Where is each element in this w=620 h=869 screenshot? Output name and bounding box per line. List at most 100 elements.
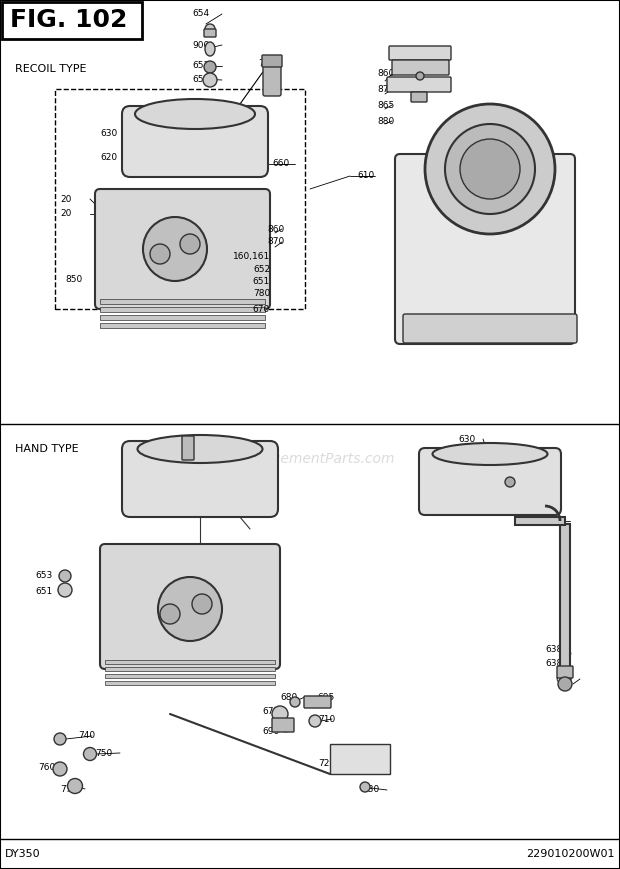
Text: 610: 610 <box>358 171 375 181</box>
Text: 651: 651 <box>253 276 270 286</box>
FancyBboxPatch shape <box>392 60 449 75</box>
FancyBboxPatch shape <box>100 544 280 669</box>
Bar <box>100 323 265 328</box>
FancyBboxPatch shape <box>557 666 573 678</box>
Circle shape <box>558 677 572 691</box>
Text: 720: 720 <box>318 760 335 768</box>
Text: 651: 651 <box>35 587 52 595</box>
Text: 20: 20 <box>60 209 71 218</box>
Text: 653: 653 <box>35 571 52 580</box>
FancyBboxPatch shape <box>263 64 281 96</box>
Circle shape <box>53 762 67 776</box>
FancyBboxPatch shape <box>395 154 575 344</box>
Bar <box>105 667 275 671</box>
Circle shape <box>360 782 370 792</box>
Circle shape <box>272 706 288 722</box>
Bar <box>100 315 265 320</box>
Ellipse shape <box>135 99 255 129</box>
Circle shape <box>84 747 97 760</box>
FancyBboxPatch shape <box>204 29 216 37</box>
Text: 652: 652 <box>253 264 270 274</box>
Ellipse shape <box>433 443 547 465</box>
Text: 638: 638 <box>545 645 562 653</box>
Circle shape <box>192 594 212 614</box>
FancyBboxPatch shape <box>262 55 282 67</box>
Text: 654: 654 <box>192 10 209 18</box>
FancyBboxPatch shape <box>389 46 451 60</box>
Bar <box>105 660 275 664</box>
Bar <box>2 2 142 39</box>
Circle shape <box>160 604 180 624</box>
Text: 880: 880 <box>378 116 395 125</box>
Circle shape <box>150 244 170 264</box>
FancyBboxPatch shape <box>122 106 268 177</box>
Text: 860: 860 <box>378 70 395 78</box>
Text: 730: 730 <box>362 786 379 794</box>
Circle shape <box>425 104 555 234</box>
Circle shape <box>203 73 217 87</box>
Circle shape <box>180 234 200 254</box>
Text: 160,161: 160,161 <box>232 251 270 261</box>
Ellipse shape <box>138 435 262 463</box>
Text: HAND TYPE: HAND TYPE <box>15 444 79 454</box>
Text: 710: 710 <box>317 714 335 724</box>
Text: 780: 780 <box>253 289 270 298</box>
FancyBboxPatch shape <box>182 436 194 460</box>
Bar <box>515 517 565 525</box>
Text: 700: 700 <box>258 58 275 68</box>
Circle shape <box>68 779 82 793</box>
Bar <box>105 674 275 678</box>
Text: 870: 870 <box>378 84 395 94</box>
Text: 510: 510 <box>513 169 530 178</box>
Text: 760: 760 <box>38 764 55 773</box>
Bar <box>55 89 305 309</box>
Circle shape <box>460 139 520 199</box>
Text: 635: 635 <box>513 465 530 474</box>
Circle shape <box>505 477 515 487</box>
Text: 620: 620 <box>100 152 117 162</box>
Text: 520: 520 <box>513 211 530 221</box>
Text: 830: 830 <box>138 449 155 459</box>
FancyBboxPatch shape <box>304 696 331 708</box>
Text: 20: 20 <box>60 195 71 203</box>
FancyBboxPatch shape <box>95 189 270 309</box>
Text: 630: 630 <box>458 434 476 443</box>
Circle shape <box>54 733 66 745</box>
FancyBboxPatch shape <box>419 448 561 515</box>
Text: 770: 770 <box>60 785 78 793</box>
Text: 638: 638 <box>545 660 562 668</box>
Ellipse shape <box>205 42 215 56</box>
Text: 639: 639 <box>555 674 572 684</box>
Circle shape <box>445 124 535 214</box>
Text: 675: 675 <box>262 707 279 717</box>
Text: 740: 740 <box>78 732 95 740</box>
Circle shape <box>143 217 207 281</box>
Circle shape <box>59 570 71 582</box>
Text: 860: 860 <box>268 224 285 234</box>
Text: 660: 660 <box>273 160 290 169</box>
FancyBboxPatch shape <box>403 314 577 343</box>
Text: 229010200W01: 229010200W01 <box>526 849 615 859</box>
Bar <box>100 307 265 312</box>
Circle shape <box>204 61 216 73</box>
Circle shape <box>290 697 300 707</box>
Circle shape <box>416 72 424 80</box>
Text: 637: 637 <box>513 489 530 499</box>
Text: 670: 670 <box>253 304 270 314</box>
Bar <box>560 524 570 669</box>
Text: 695: 695 <box>317 693 335 701</box>
Text: RECOIL TYPE: RECOIL TYPE <box>15 64 87 74</box>
Text: 900: 900 <box>192 41 210 50</box>
Text: 690: 690 <box>262 727 279 737</box>
FancyBboxPatch shape <box>387 77 451 92</box>
Text: eReplacementParts.com: eReplacementParts.com <box>225 452 395 466</box>
Text: 870: 870 <box>268 237 285 247</box>
Bar <box>330 744 390 774</box>
Circle shape <box>58 583 72 597</box>
Text: 640,641: 640,641 <box>493 196 530 205</box>
Text: 653: 653 <box>192 62 210 70</box>
Text: 636: 636 <box>540 516 557 526</box>
Text: 680: 680 <box>280 693 297 701</box>
Circle shape <box>205 24 215 34</box>
FancyBboxPatch shape <box>122 441 278 517</box>
